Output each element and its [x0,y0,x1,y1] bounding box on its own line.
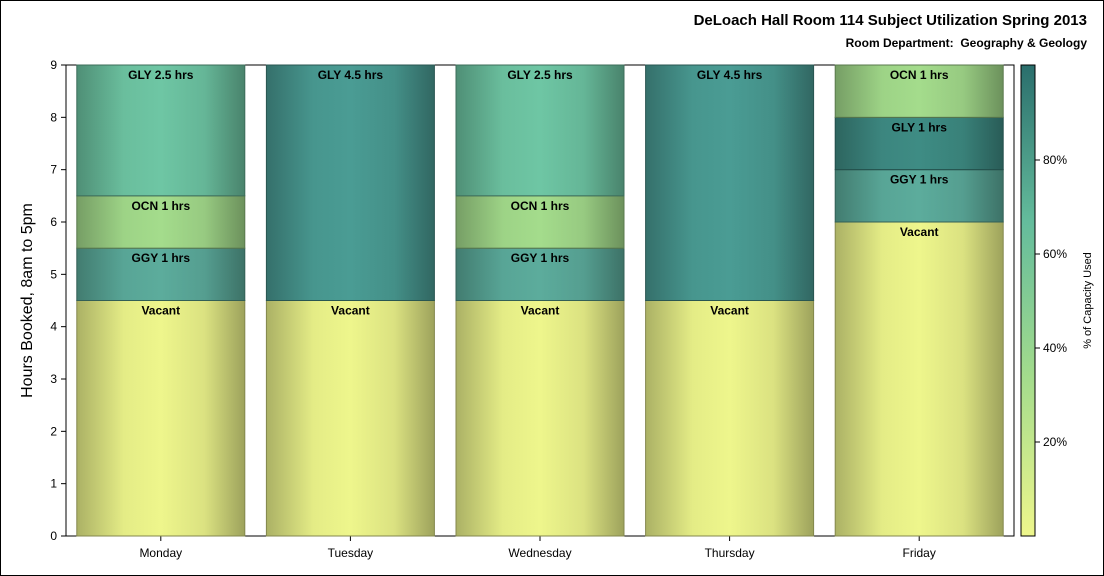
bar-segment-label: OCN 1 hrs [131,199,190,213]
x-tick-label: Monday [139,546,182,560]
bar-segment-label: GLY 4.5 hrs [318,68,384,82]
chart-bars: Vacant GGY 1 hrs OCN 1 hrs GLY 2.5 hrs Vacan… [76,64,1004,537]
bar-segment-label: Vacant [710,304,749,318]
bar-segment [834,169,1004,223]
bar-segment-label: GLY 2.5 hrs [507,68,573,82]
bar-segment-label: Vacant [141,304,180,318]
bar-segment-label: Vacant [331,304,370,318]
x-tick-label: Friday [903,546,936,560]
y-tick-label: 8 [50,110,57,124]
bar-segment-label: GLY 4.5 hrs [697,68,763,82]
bar-segment-label: GGY 1 hrs [132,251,191,265]
y-tick-label: 6 [50,215,57,229]
chart-title: DeLoach Hall Room 114 Subject Utilizatio… [693,12,1087,29]
colorbar-tick-label: 60% [1043,247,1067,261]
bar-segment-label: GLY 2.5 hrs [128,68,194,82]
bar-segment [834,64,1004,118]
colorbar-tick-label: 40% [1043,341,1067,355]
bar-segment-label: Vacant [521,304,560,318]
bar-segment-label: GGY 1 hrs [890,173,949,187]
bar-segment [455,247,625,302]
y-tick-label: 9 [50,58,57,72]
x-tick-label: Thursday [705,546,755,560]
chart-subtitle: Room Department: Geography & Geology [845,36,1087,50]
y-tick-label: 1 [50,477,57,491]
y-tick-label: 2 [50,424,57,438]
bar-segment [455,195,625,249]
bar-segment [76,195,246,249]
y-tick-label: 7 [50,163,57,177]
bar-segment [645,64,815,301]
bar-segment [76,247,246,302]
bar-segment [76,64,246,197]
bar-segment-label: Vacant [900,225,939,239]
bar-segment [455,300,625,537]
y-tick-label: 4 [50,320,57,334]
bar-segment [834,221,1004,537]
bar-segment [265,64,435,301]
y-tick-label: 0 [50,529,57,543]
bar-segment [834,116,1004,171]
bar-segment-label: GGY 1 hrs [511,251,570,265]
bar-segment [76,300,246,537]
chart-axes: 0 1 2 3 4 5 6 7 8 9 Hours Booked, 8am to 5pm Monday… [19,58,1015,560]
bar-segment [455,64,625,197]
x-tick-label: Tuesday [328,546,374,560]
bar-segment-label: GLY 1 hrs [892,120,948,134]
bar-segment-label: OCN 1 hrs [890,68,949,82]
colorbar-scale [1020,64,1036,537]
colorbar-legend: 20% 40% 60% 80% % of Capacity Used [1020,64,1094,537]
colorbar-tick-label: 20% [1043,435,1067,449]
colorbar-label: % of Capacity Used [1082,252,1094,349]
bar-segment [265,300,435,537]
y-axis-label: Hours Booked, 8am to 5pm [19,203,36,398]
x-tick-label: Wednesday [508,546,571,560]
bar-segment-label: OCN 1 hrs [511,199,570,213]
bar-segment [645,300,815,537]
y-tick-label: 3 [50,372,57,386]
y-tick-label: 5 [50,267,57,281]
colorbar-tick-label: 80% [1043,153,1067,167]
